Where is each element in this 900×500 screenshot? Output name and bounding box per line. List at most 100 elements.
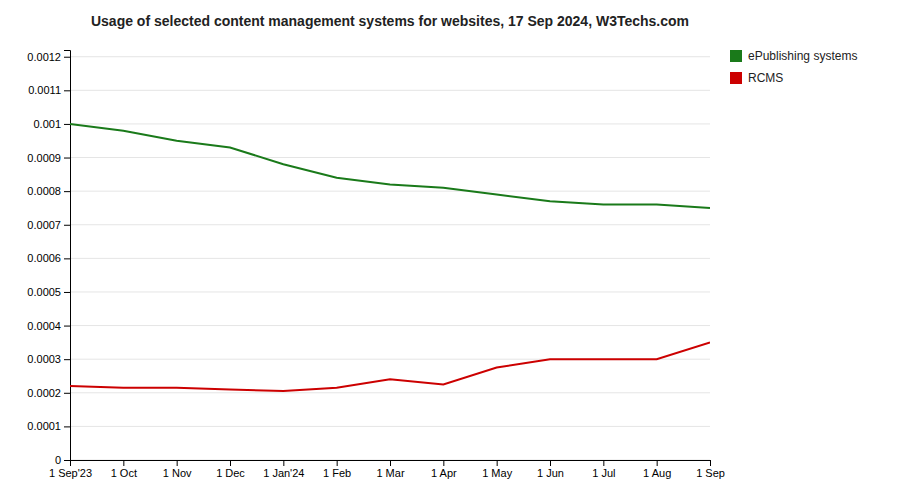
grid-line [70, 191, 710, 192]
legend-label: ePublishing systems [748, 49, 857, 63]
grid-line [70, 90, 710, 91]
x-tick: 1 Nov [163, 460, 192, 479]
x-tick-mark [603, 460, 604, 466]
legend-item: RCMS [730, 71, 783, 85]
x-tick: 1 Jun [537, 460, 564, 479]
legend-item: ePublishing systems [730, 49, 857, 63]
x-tick: 1 Mar [376, 460, 404, 479]
x-tick: 1 Aug [643, 460, 671, 479]
x-tick-mark [123, 460, 124, 466]
y-tick-label: 0.0011 [28, 84, 61, 96]
x-tick-label: 1 Jun [537, 467, 564, 479]
grid-line [70, 392, 710, 393]
y-tick-label: 0.0005 [27, 286, 61, 298]
series-line [70, 342, 710, 391]
grid-line [70, 325, 710, 326]
y-tick-mark [64, 158, 70, 159]
y-tick-label: 0.0008 [27, 185, 61, 197]
y-tick: 0.0002 [27, 387, 70, 399]
y-tick: 0.0006 [27, 252, 70, 264]
x-tick-mark [497, 460, 498, 466]
y-tick-label: 0.0003 [27, 353, 61, 365]
grid-line [70, 56, 710, 57]
x-tick-label: 1 Mar [376, 467, 404, 479]
grid-line [70, 224, 710, 225]
y-tick-mark [64, 393, 70, 394]
y-tick-mark [64, 258, 70, 259]
y-tick-mark [64, 225, 70, 226]
y-tick: 0.0003 [27, 353, 70, 365]
y-tick-mark [64, 326, 70, 327]
x-tick: 1 Apr [431, 460, 457, 479]
grid-line [70, 426, 710, 427]
x-tick-label: 1 Jan'24 [263, 467, 304, 479]
x-tick-label: 1 Apr [431, 467, 457, 479]
grid [70, 57, 710, 460]
y-tick-label: 0.0001 [27, 420, 61, 432]
x-tick-label: 1 Oct [111, 467, 137, 479]
y-tick-mark [64, 359, 70, 360]
grid-line [70, 291, 710, 292]
grid-line [70, 157, 710, 158]
x-tick: 1 Dec [216, 460, 245, 479]
y-tick: 0.0001 [27, 420, 70, 432]
y-tick: 0.001 [33, 118, 70, 130]
grid-line [70, 258, 710, 259]
x-tick-mark [283, 460, 284, 466]
y-tick: 0.0004 [27, 320, 70, 332]
x-tick-mark [390, 460, 391, 466]
x-tick-label: 1 May [482, 467, 512, 479]
y-tick: 0.0008 [27, 185, 70, 197]
chart: Usage of selected content management sys… [0, 0, 900, 500]
x-tick-label: 1 Aug [643, 467, 671, 479]
x-tick-mark [443, 460, 444, 466]
y-tick: 0.0011 [28, 84, 70, 96]
x-tick-mark [230, 460, 231, 466]
x-tick: 1 Jul [592, 460, 615, 479]
x-tick-mark [337, 460, 338, 466]
legend: ePublishing systems RCMS [730, 49, 857, 85]
y-tick-mark [64, 191, 70, 192]
x-tick-label: 1 Jul [592, 467, 615, 479]
y-tick: 0.0005 [27, 286, 70, 298]
x-tick: 1 Feb [323, 460, 351, 479]
legend-swatch [730, 50, 742, 62]
legend-label: RCMS [748, 71, 783, 85]
x-tick-mark [177, 460, 178, 466]
y-tick-label: 0 [55, 454, 61, 466]
legend-swatch [730, 72, 742, 84]
chart-container: Usage of selected content management sys… [0, 0, 900, 500]
y-tick: 0.0009 [27, 152, 70, 164]
x-tick-mark [550, 460, 551, 466]
y-tick-mark [64, 57, 70, 58]
y-tick-label: 0.0009 [27, 152, 61, 164]
y-tick-mark [64, 292, 70, 293]
title: Usage of selected content management sys… [91, 13, 689, 29]
x-tick-label: 1 Feb [323, 467, 351, 479]
y-tick-label: 0.0012 [27, 51, 61, 63]
x-tick: 1 Jan'24 [263, 460, 304, 479]
y-tick-mark [64, 124, 70, 125]
y-axis: 0 0.0001 0.0002 0.0003 0.0004 0.0005 0.0006 0.0… [27, 51, 70, 467]
y-tick-label: 0.001 [33, 118, 61, 130]
grid-line [70, 123, 710, 124]
x-tick-mark [710, 460, 711, 466]
series-group [70, 124, 710, 391]
plot-area: 1 Sep'23 1 Oct 1 Nov 1 Dec 1 Jan'24 1 Feb 1 Ma… [27, 49, 857, 479]
x-axis-line [71, 461, 711, 467]
x-tick-mark [657, 460, 658, 466]
x-tick-label: 1 Sep'23 [49, 467, 92, 479]
x-tick-label: 1 Dec [216, 467, 245, 479]
y-tick-label: 0.0002 [27, 387, 61, 399]
x-axis: 1 Sep'23 1 Oct 1 Nov 1 Dec 1 Jan'24 1 Feb 1 Ma… [49, 460, 725, 479]
y-axis-line [64, 51, 71, 461]
series-line [70, 124, 710, 208]
y-tick-label: 0.0006 [27, 252, 61, 264]
x-tick: 1 May [482, 460, 512, 479]
y-tick-label: 0.0004 [27, 320, 61, 332]
y-tick-label: 0.0007 [27, 219, 61, 231]
y-tick-mark [64, 90, 70, 91]
x-tick-label: 1 Nov [163, 467, 192, 479]
y-tick-mark [64, 460, 70, 461]
x-tick: 1 Oct [111, 460, 137, 479]
